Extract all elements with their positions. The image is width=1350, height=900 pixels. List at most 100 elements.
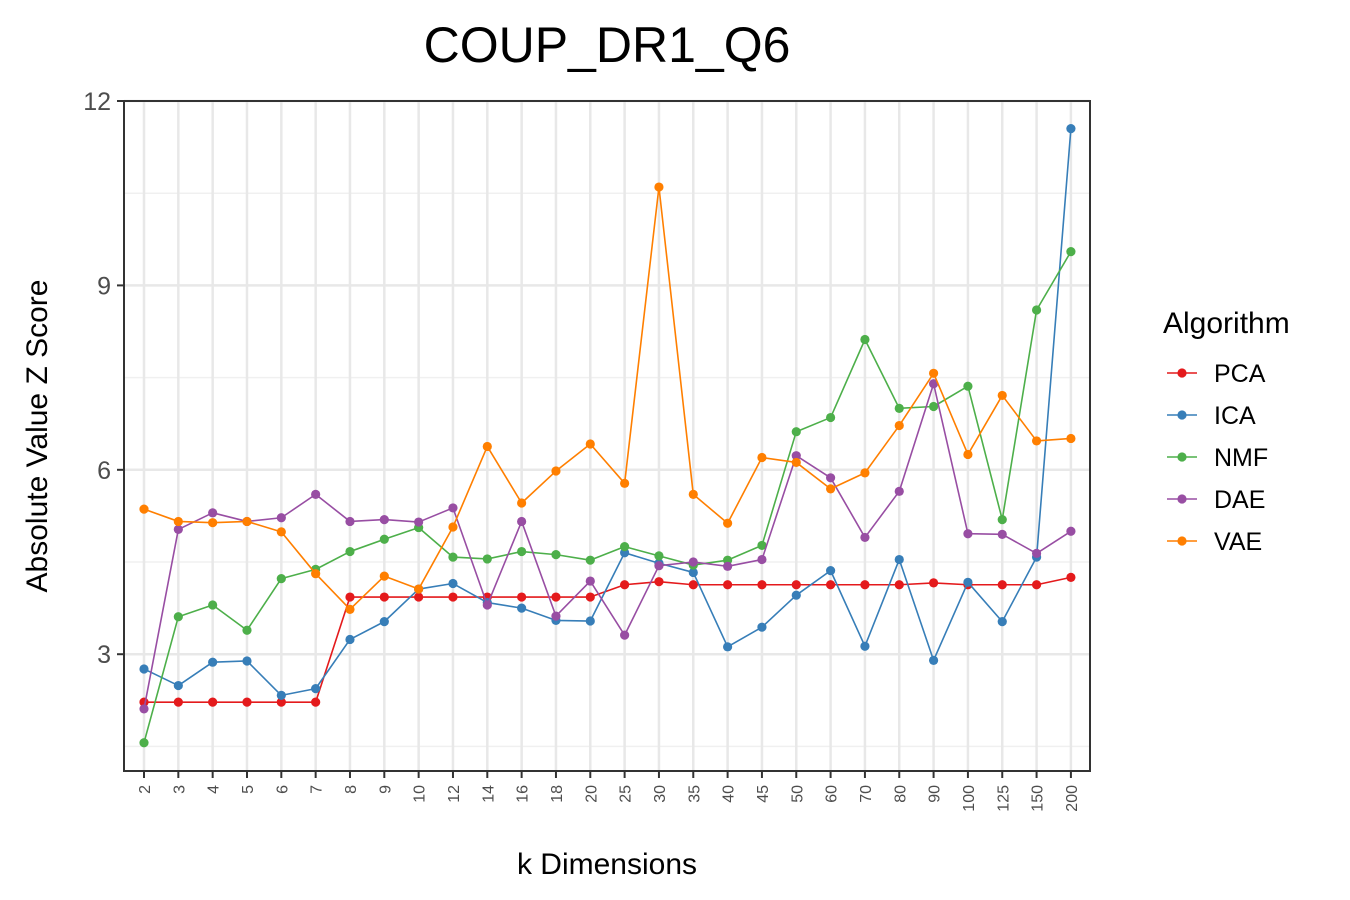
x-tick-label: 3 (171, 785, 188, 794)
data-point-dae (620, 630, 630, 640)
data-point-nmf (139, 738, 149, 748)
data-point-pca (517, 592, 527, 602)
data-point-dae (894, 486, 904, 496)
data-point-ica (448, 578, 458, 589)
series-line-dae (143, 382, 1072, 710)
data-point-pca (928, 578, 939, 588)
data-point-ica (963, 577, 973, 587)
data-point-ica (379, 617, 389, 627)
legend-label: VAE (1214, 528, 1262, 556)
data-point-vae (551, 466, 561, 476)
data-point-vae (997, 390, 1007, 401)
data-point-pca (860, 580, 870, 590)
data-point-pca (173, 697, 183, 707)
y-tick-label: 6 (97, 457, 111, 485)
legend-item-pca: PCA (1167, 360, 1266, 388)
data-point-ica (173, 680, 183, 691)
data-point-vae (311, 569, 321, 579)
series-vae (139, 182, 1076, 614)
data-point-nmf (860, 334, 870, 345)
data-point-nmf (379, 534, 389, 544)
data-point-ica (997, 617, 1007, 627)
data-point-pca (276, 697, 286, 707)
legend-key-point (1177, 410, 1187, 420)
data-point-vae (894, 420, 904, 431)
legend-item-nmf: NMF (1167, 444, 1268, 472)
data-point-ica (311, 684, 321, 694)
data-point-ica (585, 616, 595, 626)
data-point-nmf (173, 612, 183, 622)
data-point-nmf (997, 514, 1007, 525)
data-point-dae (173, 524, 183, 535)
legend-item-dae: DAE (1167, 486, 1265, 514)
y-axis-title: Absolute Value Z Score (21, 280, 54, 593)
data-point-nmf (963, 381, 973, 391)
x-tick-label: 35 (686, 785, 703, 803)
x-axis: 2 3 4 5 6 7 8 9 10 12 14 16 18 20 25 30 35 40 45 50 60 70 80 90… (137, 771, 1081, 812)
x-axis-title: k Dimensions (517, 848, 697, 881)
data-point-dae (757, 554, 767, 565)
legend-label: PCA (1214, 360, 1266, 388)
data-point-nmf (791, 427, 801, 437)
data-point-nmf (654, 551, 664, 561)
data-point-ica (894, 554, 904, 565)
data-point-pca (620, 580, 630, 590)
data-point-vae (860, 468, 870, 478)
data-point-vae (654, 182, 664, 192)
data-point-ica (208, 657, 218, 667)
x-tick-label: 60 (824, 785, 841, 803)
data-point-ica (826, 566, 836, 576)
data-point-dae (311, 489, 321, 499)
x-tick-label: 200 (1064, 785, 1081, 812)
data-point-vae (963, 449, 973, 460)
plot-grid (124, 99, 1090, 771)
data-point-pca (654, 577, 664, 587)
data-point-vae (276, 527, 286, 537)
x-tick-label: 90 (927, 785, 944, 803)
legend-key-point (1177, 494, 1187, 504)
data-point-vae (379, 571, 389, 581)
data-point-vae (928, 368, 939, 378)
legend-item-vae: VAE (1167, 528, 1262, 556)
data-point-pca (791, 580, 801, 590)
data-point-dae (139, 704, 149, 714)
data-point-ica (276, 690, 286, 700)
data-point-vae (242, 516, 252, 527)
data-point-pca (414, 592, 424, 602)
legend-key-point (1177, 536, 1187, 546)
data-point-vae (791, 457, 801, 468)
data-point-dae (379, 514, 389, 525)
data-point-nmf (928, 401, 939, 412)
data-point-dae (482, 600, 492, 610)
data-point-nmf (585, 555, 595, 565)
data-point-pca (688, 580, 698, 590)
data-point-ica (1066, 124, 1076, 134)
x-tick-label: 150 (1030, 785, 1047, 812)
data-point-vae (345, 604, 355, 614)
data-point-vae (1031, 436, 1042, 446)
data-point-nmf (826, 412, 836, 423)
x-tick-label: 16 (515, 785, 532, 803)
legend-key-point (1177, 452, 1187, 462)
data-point-ica (757, 622, 767, 632)
data-point-vae (414, 584, 424, 594)
x-tick-label: 45 (755, 785, 772, 803)
data-point-pca (379, 592, 389, 602)
x-tick-label: 80 (892, 785, 909, 803)
x-tick-label: 70 (858, 785, 875, 803)
data-point-vae (620, 478, 630, 488)
data-point-dae (414, 517, 424, 527)
series-nmf (139, 246, 1076, 748)
data-point-dae (826, 473, 836, 483)
data-point-pca (345, 592, 355, 602)
data-point-vae (173, 516, 183, 527)
data-point-vae (208, 518, 218, 528)
legend-label: ICA (1214, 402, 1256, 430)
data-point-ica (928, 655, 939, 665)
legend-title: Algorithm (1163, 307, 1290, 340)
data-point-vae (826, 484, 836, 494)
data-point-dae (1066, 526, 1076, 536)
data-point-pca (242, 697, 252, 707)
series-line-vae (143, 186, 1071, 611)
